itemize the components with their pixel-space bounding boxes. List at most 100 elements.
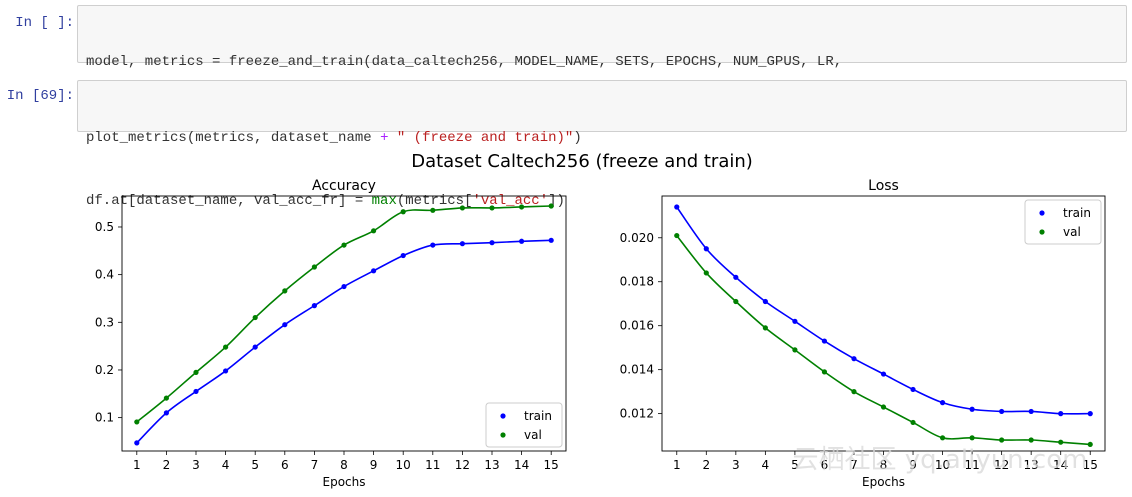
x-tick-label: 13 — [484, 458, 499, 472]
val-point — [282, 288, 288, 294]
code-token: df.at[dataset_name, val_acc_fr] = — [86, 193, 372, 209]
legend: train val — [1024, 199, 1102, 245]
x-tick-label: 1 — [673, 458, 681, 472]
val-point — [163, 395, 169, 401]
x-tick-label: 6 — [281, 458, 289, 472]
code-token: max — [371, 193, 397, 209]
code-token: + — [380, 130, 389, 146]
val-point — [851, 389, 857, 395]
cell-output: Dataset Caltech256 (freeze and train) Ac… — [0, 140, 1132, 492]
train-point — [851, 356, 857, 362]
x-tick-label: 9 — [909, 458, 917, 472]
subplot-title: Loss — [868, 178, 899, 194]
y-tick-label: 0.020 — [620, 231, 654, 245]
train-point — [762, 298, 768, 305]
legend: train val — [485, 402, 563, 448]
x-tick-label: 14 — [1053, 458, 1068, 472]
val-point — [341, 242, 347, 248]
watermark: 云栖社区 yq.aliyun.com — [793, 445, 1088, 475]
train-point — [548, 237, 554, 243]
train-point — [311, 303, 317, 309]
train-point — [1087, 411, 1093, 417]
code-token: 'val_acc' — [472, 193, 549, 209]
figure: Dataset Caltech256 (freeze and train) Ac… — [95, 151, 1106, 489]
legend-label: train — [524, 409, 552, 423]
val-point — [430, 207, 436, 213]
val-point — [762, 325, 768, 331]
val-line — [676, 235, 1091, 446]
x-tick-label: 4 — [222, 458, 230, 472]
val-point — [703, 270, 709, 276]
train-point — [400, 252, 406, 259]
code-line: plot_metrics(metrics, dataset_name + " (… — [86, 128, 1118, 149]
x-tick-label: 7 — [850, 458, 858, 472]
subplot-title: Accuracy — [312, 178, 376, 194]
x-tick-label: 11 — [964, 458, 979, 472]
x-tick-label: 12 — [455, 458, 470, 472]
y-tick-label: 0.5 — [95, 220, 114, 234]
train-point — [459, 241, 465, 247]
legend-marker — [500, 432, 506, 438]
train-point — [519, 238, 525, 244]
axes-frame — [661, 195, 1106, 452]
val-point — [252, 314, 258, 321]
x-tick-label: 8 — [340, 458, 348, 472]
val-point — [880, 404, 887, 410]
code-token: (metrics[ — [396, 193, 473, 209]
x-axis-label: Epochs — [862, 475, 905, 489]
train-point — [193, 388, 199, 395]
code-cell-2[interactable]: In [69]: plot_metrics(metrics, dataset_n… — [0, 80, 1132, 209]
x-tick-label: 3 — [192, 458, 200, 472]
x-tick-label: 2 — [702, 458, 710, 472]
code-cell-1[interactable]: In [ ]: model, metrics = freeze_and_trai… — [0, 5, 1132, 133]
val-point — [193, 369, 199, 375]
x-tick-label: 2 — [163, 458, 171, 472]
x-tick-label: 12 — [994, 458, 1009, 472]
legend-label: val — [524, 428, 542, 442]
cell-prompt: In [ ]: — [15, 15, 74, 31]
y-tick-label: 0.4 — [95, 268, 114, 282]
y-tick-label: 0.014 — [620, 363, 654, 377]
train-point — [341, 283, 347, 290]
x-tick-label: 6 — [821, 458, 829, 472]
x-tick-label: 5 — [251, 458, 259, 472]
val-point — [548, 203, 554, 209]
x-tick-label: 7 — [311, 458, 319, 472]
x-tick-label: 11 — [425, 458, 440, 472]
val-point — [999, 437, 1005, 443]
code-line: model, metrics = freeze_and_train(data_c… — [86, 52, 1118, 73]
x-tick-label: 3 — [732, 458, 740, 472]
val-point — [792, 347, 798, 353]
train-point — [489, 240, 495, 246]
x-axis-label: Epochs — [323, 475, 366, 489]
y-tick-label: 0.2 — [95, 363, 114, 377]
code-token: plot_metrics(metrics, dataset_name — [86, 130, 381, 146]
val-point — [400, 209, 406, 215]
legend-label: train — [1063, 206, 1091, 220]
val-point — [1087, 441, 1093, 448]
val-point — [459, 205, 465, 211]
val-point — [821, 369, 828, 375]
train-point — [821, 338, 828, 344]
train-point — [674, 204, 680, 210]
train-point — [969, 406, 975, 412]
x-tick-label: 15 — [544, 458, 559, 472]
y-tick-label: 0.012 — [620, 407, 654, 421]
y-tick-label: 0.018 — [620, 275, 654, 289]
y-tick-label: 0.1 — [95, 411, 114, 425]
val-point — [910, 419, 916, 426]
train-point — [792, 318, 798, 324]
code-input[interactable]: plot_metrics(metrics, dataset_name + " (… — [77, 80, 1127, 209]
train-point — [223, 368, 229, 374]
legend-marker — [1039, 210, 1045, 216]
x-tick-label: 9 — [370, 458, 378, 472]
x-tick-label: 8 — [880, 458, 888, 472]
val-point — [134, 419, 140, 425]
code-input[interactable]: model, metrics = freeze_and_train(data_c… — [77, 5, 1127, 133]
x-tick-label: 15 — [1083, 458, 1098, 472]
val-point — [311, 264, 317, 270]
train-point — [999, 408, 1005, 415]
train-point — [430, 242, 436, 248]
x-tick-label: 1 — [133, 458, 141, 472]
